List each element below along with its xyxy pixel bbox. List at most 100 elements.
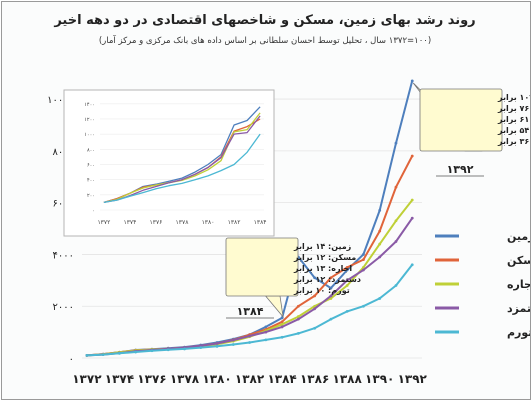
series-point [362,304,365,308]
series-point [378,242,382,246]
series-point [394,141,398,145]
y-tick-label: ۱۰۰۰۰ [47,95,74,106]
series-point [362,258,365,262]
series-point [362,265,365,269]
x-tick-label: ۱۳۸۲ [235,372,265,386]
series-point [394,240,398,243]
series-point [280,316,284,320]
series-point [345,309,349,313]
inset-series-line [103,133,261,204]
callout-line: اجاره: ۱۳ برابر [293,264,352,273]
y-tick-label: ۲۰۰۰ [53,302,74,313]
y-tick-label: ۴۰۰۰ [53,250,74,261]
series-point [345,265,349,269]
inset-y-tick-label: ۸۰۰ [87,147,95,153]
series-point [248,334,251,338]
series-point [264,330,268,334]
callout-line: مسکن: ۷۶ برابر [497,104,530,113]
y-tick-label: ۸۰۰۰ [53,147,74,158]
callout-line: تورم: ۳۶ برابر [497,137,530,146]
callout-year-label: ۱۳۹۲ [447,163,474,176]
series-point [248,341,251,344]
series-point [215,342,219,345]
inset-box [63,89,275,237]
y-tick-label: ۰ [69,354,74,365]
callout-line: تورم: ۱۰ برابر [293,286,350,295]
series-point [313,304,317,308]
series-point [410,154,414,158]
x-tick-label: ۱۳۹۲ [398,372,428,386]
inset-y-tick-label: ۱۲۰۰ [84,117,95,123]
y-tick-labels: ۰ ۲۰۰۰ ۴۰۰۰ ۶۰۰۰ ۸۰۰۰ ۱۰۰۰۰ [47,95,74,365]
series-lines [85,79,414,357]
series-point [362,253,365,256]
series-point [410,216,414,220]
inset-series-line [103,112,261,204]
series-point [264,325,268,329]
inset-y-tick-label: ۶۰۰ [87,162,95,168]
inset-x-tick-label: ۱۳۷۶ [150,219,163,226]
callout-line: دستمزد: ۱۲ برابر [293,275,361,284]
series-point [345,284,349,287]
series-point [296,304,300,308]
series-point [313,307,317,311]
legend-label: تورم [507,326,530,339]
series-point [118,351,121,355]
series-point [378,255,382,259]
series-point [410,79,414,83]
series-point [166,348,170,352]
x-tick-label: ۱۳۷۲ [72,372,102,386]
callout-line: دستمزد: ۵۴ برابر [497,126,530,135]
series-point [134,350,138,354]
series-point [264,338,268,342]
series-point [280,325,284,329]
legend-label: دستمزد [507,302,530,315]
callout-box [225,237,299,297]
series-point [329,294,333,298]
x-tick-label: ۱۳۸۶ [300,372,329,386]
series-point [410,263,414,267]
series-point [313,326,317,330]
series-point [394,284,398,287]
series-point [296,315,300,318]
series-point [280,335,284,339]
callout-line: اجاره: ۶۱ برابر [497,115,530,124]
series-point [296,317,300,321]
series-point [362,268,365,272]
series-point [329,297,333,300]
inset-series-line [103,115,261,204]
legend-label: زمین [507,230,530,243]
x-tick-label: ۱۳۷۶ [137,372,166,386]
series-point [329,286,333,290]
callout-line: زمین: ۱۰۷ برابر [497,93,530,102]
inset-x-tick-label: ۱۳۸۲ [228,219,241,226]
inset-x-tick-label: ۱۳۷۴ [123,219,136,226]
inset-y-tick-label: ۱۰۰۰ [84,132,95,138]
series-point [329,276,333,280]
series-point [280,322,284,326]
inset-chart: ۰ ۲۰۰ ۴۰۰ ۶۰۰ ۸۰۰ ۱۰۰۰ ۱۲۰۰ ۱۴۰۰ ۱۳۷۲ ۱۳۷۴ ۱۳۷۶ ۱۳۷… [63,89,275,237]
series-point [394,219,398,223]
x-tick-label: ۱۳۸۰ [202,372,231,386]
series-point [101,353,105,357]
series-point [345,278,349,282]
inset-y-tick-label: ۲۰۰ [87,193,95,199]
x-tick-label: ۱۳۷۸ [170,372,200,386]
inset-x-tick-label: ۱۳۸۴ [254,219,267,226]
legend: زمین مسکن اجاره دستمزد تورم [435,230,530,339]
inset-x-tick-label: ۱۳۷۲ [97,219,110,226]
series-point [280,320,284,324]
series-point [231,338,235,342]
series-point [345,268,349,272]
callouts: زمین: ۱۰۷ برابر مسکن: ۷۶ برابر اجاره: ۶۱ ب… [225,82,530,319]
series-point [231,343,235,346]
series-point [215,344,219,348]
inset-y-tick-label: ۱۴۰۰ [84,102,95,108]
x-tick-label: ۱۳۸۸ [333,372,363,386]
legend-label: اجاره [507,278,530,291]
inset-y-tick-label: ۴۰۰ [87,178,95,184]
chart-subtitle: (۱۰۰=۱۳۷۲ سال ، تحلیل توسط احسان سلطانی … [99,34,431,46]
inset-y-tick-label: ۰ [92,208,95,214]
